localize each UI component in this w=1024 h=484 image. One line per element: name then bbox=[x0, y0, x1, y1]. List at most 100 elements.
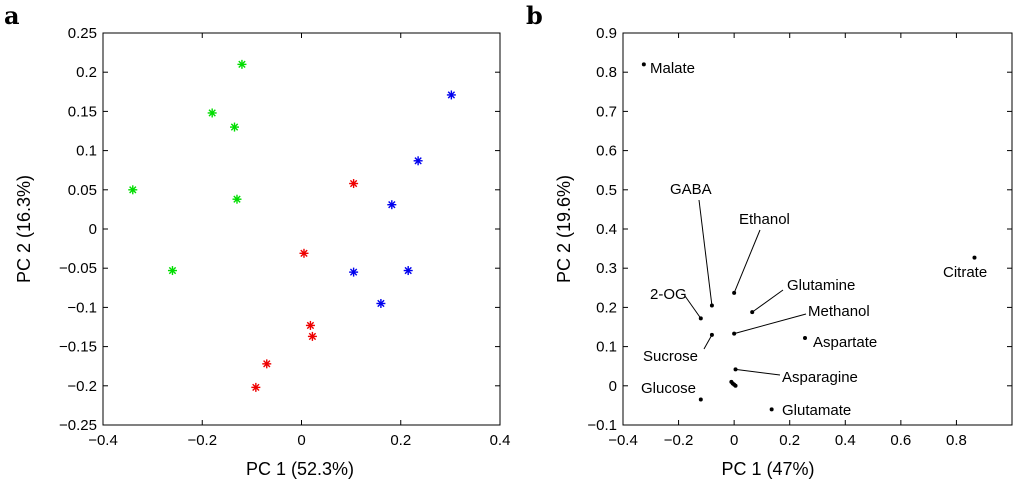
point-citrate bbox=[972, 255, 977, 260]
marker-blue bbox=[376, 298, 386, 308]
point-sucrose bbox=[709, 332, 714, 337]
point-label: Glutamine bbox=[787, 277, 855, 294]
x-tick-label: 0.2 bbox=[779, 432, 800, 449]
marker-stroke bbox=[230, 123, 239, 131]
marker-stroke bbox=[404, 266, 412, 275]
y-tick-label: −0.05 bbox=[59, 260, 97, 277]
point-ethanol bbox=[732, 290, 737, 295]
x-tick-label: 0.4 bbox=[490, 432, 511, 449]
marker-stroke bbox=[238, 60, 246, 69]
y-tick-label: 0.15 bbox=[68, 103, 97, 120]
y-tick-label: 0.1 bbox=[76, 143, 97, 160]
panel-b-plot: −0.4 −0.2 0 0.2 0.4 0.6 0.8 −0.1 0 0.1 0.2 0.3 0.4 0.… bbox=[554, 25, 1013, 479]
y-tick-label: 0.2 bbox=[76, 64, 97, 81]
point-malate bbox=[641, 62, 646, 67]
x-tick-label: 0.2 bbox=[390, 432, 411, 449]
point-aspartate bbox=[802, 335, 807, 340]
marker-stroke bbox=[377, 299, 385, 308]
point-label: Aspartate bbox=[813, 334, 877, 351]
point bbox=[733, 383, 738, 388]
marker-green bbox=[207, 108, 217, 118]
y-tick-label: −0.15 bbox=[59, 339, 97, 356]
marker-blue bbox=[446, 90, 456, 100]
marker-blue bbox=[413, 156, 423, 166]
marker-stroke bbox=[263, 360, 271, 368]
y-tick-label: 0 bbox=[89, 221, 97, 238]
leader-line bbox=[735, 368, 781, 376]
plot-frame bbox=[102, 32, 501, 426]
point-label: Citrate bbox=[943, 264, 987, 281]
x-tick-label: 0 bbox=[297, 432, 305, 449]
point-glutamine bbox=[750, 310, 755, 315]
y-tick-label: 0.9 bbox=[596, 25, 617, 42]
y-tick-label: 0.25 bbox=[68, 25, 97, 42]
marker-green bbox=[230, 122, 240, 132]
marker-green bbox=[232, 194, 242, 204]
leader-line bbox=[684, 295, 702, 319]
marker-blue bbox=[403, 266, 413, 276]
x-tick-label: 0.8 bbox=[946, 432, 967, 449]
x-tick-label: −0.2 bbox=[187, 432, 217, 449]
y-tick-label: −0.1 bbox=[67, 299, 97, 316]
marker-green bbox=[237, 59, 247, 69]
x-tick-label: 0.4 bbox=[835, 432, 856, 449]
y-tick-label: −0.25 bbox=[59, 417, 97, 434]
y-tick-label: 0.8 bbox=[596, 64, 617, 81]
y-tick-label: 0 bbox=[609, 378, 617, 395]
point-label: 2-OG bbox=[650, 286, 687, 303]
marker-stroke bbox=[447, 91, 456, 99]
y-tick-label: −0.2 bbox=[67, 378, 97, 395]
marker-green bbox=[167, 266, 177, 276]
marker-stroke bbox=[168, 266, 177, 275]
leader-line bbox=[751, 289, 784, 313]
y-tick-label: −0.1 bbox=[587, 417, 617, 434]
marker-stroke bbox=[308, 332, 317, 341]
x-axis-label: PC 1 (47%) bbox=[721, 459, 814, 479]
y-tick-label: 0.1 bbox=[596, 339, 617, 356]
marker-stroke bbox=[208, 109, 216, 117]
point-label: Glucose bbox=[641, 380, 696, 397]
y-tick-label: 0.7 bbox=[596, 103, 617, 120]
leader-line bbox=[733, 229, 761, 294]
point-methanol bbox=[732, 331, 737, 336]
marker-stroke bbox=[252, 383, 260, 392]
leader-line bbox=[703, 334, 713, 350]
marker-blue bbox=[349, 267, 359, 277]
y-axis-label: PC 2 (16.3%) bbox=[14, 175, 34, 283]
x-tick-label: 0.6 bbox=[890, 432, 911, 449]
marker-red bbox=[307, 331, 317, 341]
panel-b-letter: b bbox=[526, 1, 543, 30]
point-glucose bbox=[698, 397, 703, 402]
leader-line bbox=[734, 313, 807, 335]
x-tick-label: −0.2 bbox=[664, 432, 694, 449]
y-tick-label: 0.3 bbox=[596, 260, 617, 277]
panel-a-plot: −0.4 −0.2 0 0.2 0.4 −0.25 −0.2 −0.15 −0.1 −0.05 0 0… bbox=[14, 25, 510, 479]
x-axis-label: PC 1 (52.3%) bbox=[246, 459, 354, 479]
marker-red bbox=[251, 382, 261, 392]
leader-line bbox=[698, 199, 713, 306]
point-label: Malate bbox=[650, 60, 695, 77]
x-tick-label: −0.4 bbox=[608, 432, 638, 449]
point-glutamate bbox=[769, 407, 774, 412]
y-tick-label: 0.05 bbox=[68, 182, 97, 199]
marker-blue bbox=[387, 200, 397, 210]
marker-stroke bbox=[306, 321, 315, 330]
point-label: Asparagine bbox=[782, 369, 858, 386]
marker-red bbox=[349, 179, 359, 189]
y-tick-label: 0.2 bbox=[596, 299, 617, 316]
marker-green bbox=[128, 185, 138, 195]
plot-frame bbox=[622, 32, 1013, 426]
x-tick-label: −0.4 bbox=[88, 432, 118, 449]
marker-stroke bbox=[349, 268, 358, 276]
marker-red bbox=[305, 320, 315, 330]
panel-a-letter: a bbox=[4, 1, 20, 30]
point-label: Ethanol bbox=[739, 211, 790, 228]
point-gaba bbox=[709, 303, 714, 308]
marker-stroke bbox=[129, 186, 137, 194]
marker-stroke bbox=[233, 195, 241, 203]
y-tick-label: 0.6 bbox=[596, 143, 617, 160]
marker-red bbox=[262, 359, 272, 369]
point bbox=[730, 381, 735, 386]
x-tick-label: 0 bbox=[730, 432, 738, 449]
